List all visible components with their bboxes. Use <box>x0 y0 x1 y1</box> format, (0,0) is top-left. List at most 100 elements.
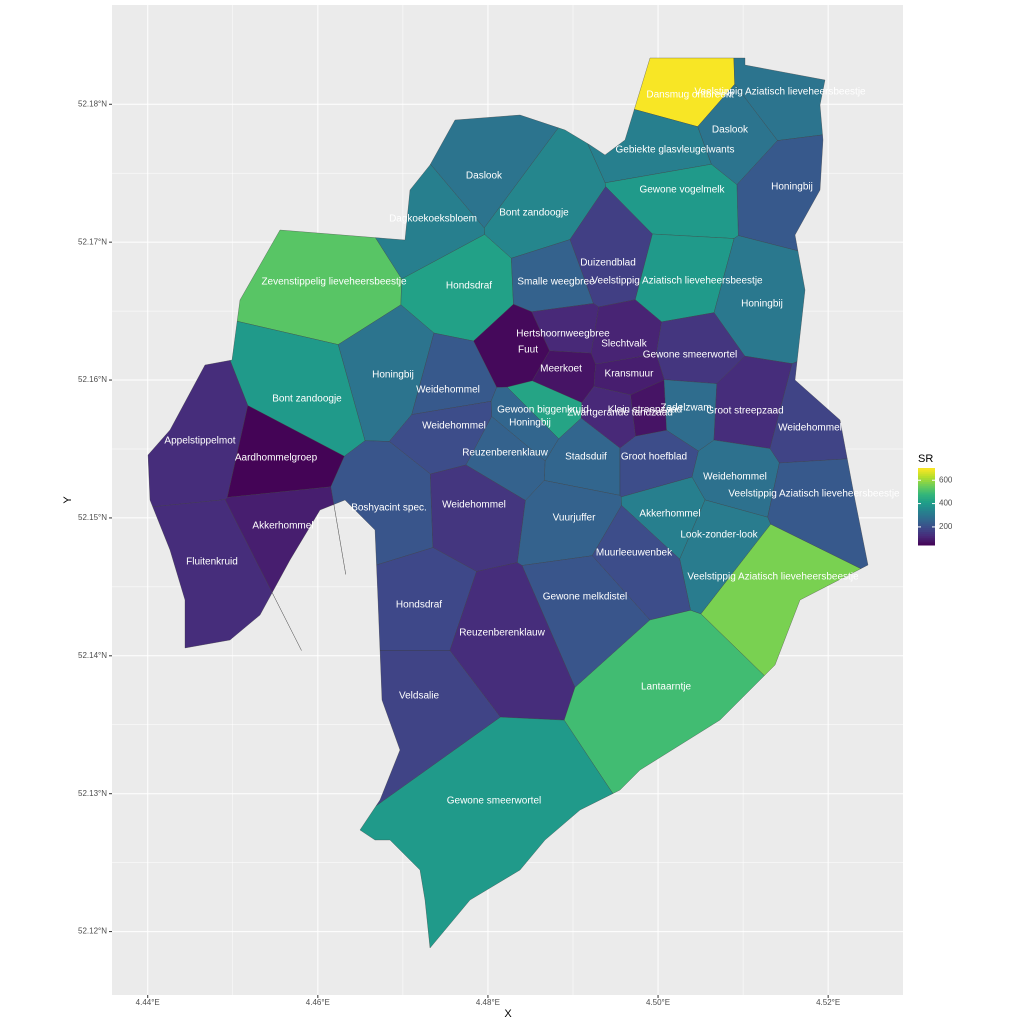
colorbar-step <box>918 525 935 529</box>
colorbar-step <box>918 498 935 502</box>
region-label: Fluitenkruid <box>186 557 238 568</box>
colorbar-step <box>918 512 935 515</box>
region-label: Weidehommel <box>703 472 767 483</box>
colorbar-step <box>918 489 935 492</box>
colorbar-step <box>918 535 935 538</box>
colorbar-step <box>918 479 935 482</box>
region-label: Weidehommel <box>442 500 506 511</box>
region-label: Honingbij <box>771 182 813 193</box>
region-label: Hondsdraf <box>396 600 442 611</box>
region-label: Vuurjuffer <box>553 513 596 524</box>
colorbar-step <box>918 491 935 494</box>
region-label: Honingbij <box>509 418 551 429</box>
colorbar-step <box>918 487 935 490</box>
region-label: Zevenstippelig lieveheersbeestje <box>261 277 407 288</box>
region-label: Boshyacint spec. <box>351 503 427 514</box>
region <box>359 716 614 949</box>
region-label: Zwartgerande tandzaad <box>567 408 673 419</box>
region-label: Veelstippig Aziatisch lieveheersbeestje <box>687 572 859 583</box>
y-tick-label: 52.14°N <box>78 651 107 660</box>
region-label: Veldsalie <box>399 691 439 702</box>
colorbar-step <box>918 516 935 519</box>
region-label: Daslook <box>712 125 749 136</box>
legend: 200 400 600 <box>918 468 953 546</box>
colorbar-step <box>918 483 935 486</box>
colorbar-step <box>918 494 935 498</box>
region-label: Dagkoekoeksbloem <box>389 214 477 225</box>
region-label: Veelstippig Aziatisch lieveheersbeestje <box>728 489 900 500</box>
y-tick-label: 52.18°N <box>78 99 107 108</box>
region-label: Reuzenberenklauw <box>462 448 548 459</box>
regions <box>147 57 869 949</box>
colorbar-step <box>918 493 935 496</box>
colorbar-step <box>918 469 935 473</box>
region-label: Gewone vogelmelk <box>639 185 725 196</box>
region-label: Gewone smeerwortel <box>643 350 737 361</box>
region-label: Kransmuur <box>605 369 655 380</box>
legend-tick-label: 400 <box>939 499 953 508</box>
region-label: Bont zandoogje <box>272 394 342 405</box>
colorbar-step <box>918 541 935 544</box>
region-label: Hertshoornweegbree <box>516 329 610 340</box>
colorbar-step <box>918 473 935 477</box>
colorbar-step <box>918 531 935 534</box>
region-label: Weidehommel <box>422 421 486 432</box>
colorbar-step <box>918 508 935 511</box>
x-tick-label: 4.50°E <box>646 998 670 1007</box>
region-label: Meerkoet <box>540 364 582 375</box>
region-label: Gewoon biggenkruid <box>497 405 589 416</box>
colorbar-step <box>918 527 935 531</box>
colorbar-step <box>918 475 935 479</box>
x-tick-label: 4.48°E <box>476 998 500 1007</box>
colorbar-step <box>918 502 935 506</box>
region-label: Reuzenberenklauw <box>459 628 545 639</box>
region-label: Aardhommelgroep <box>235 453 318 464</box>
legend-tick-label: 600 <box>939 475 953 484</box>
region-label: Akkerhommel <box>639 509 700 520</box>
y-tick-label: 52.15°N <box>78 513 107 522</box>
colorbar-step <box>918 481 935 484</box>
region-label: Fuut <box>518 345 538 356</box>
region-label: Weidehommel <box>416 385 480 396</box>
colorbar-step <box>918 537 935 540</box>
region-label: Veelstippig Aziatisch lieveheersbeestje <box>694 87 866 98</box>
region-label: Akkerhommel <box>252 521 313 532</box>
region-label: Zadelzwam <box>660 403 711 414</box>
colorbar-step <box>918 514 935 517</box>
region-label: Gebiekte glasvleugelwants <box>616 145 735 156</box>
region-label: Gewone smeerwortel <box>447 796 541 807</box>
y-tick-label: 52.12°N <box>78 927 107 936</box>
colorbar-step <box>918 471 935 475</box>
region-label: Klein streepzaad <box>608 405 683 416</box>
x-tick-label: 4.44°E <box>136 998 160 1007</box>
colorbar-step <box>918 518 935 521</box>
colorbar-step <box>918 533 935 536</box>
region-label: Smalle weegbree <box>517 277 595 288</box>
y-axis-label: Y <box>62 496 74 504</box>
colorbar-step <box>918 477 935 481</box>
colorbar-step <box>918 468 935 471</box>
region-label: Gewone melkdistel <box>543 592 627 603</box>
region-label: Muurleeuwenbek <box>596 548 673 559</box>
region-label: Veelstippig Aziatisch lieveheersbeestje <box>591 276 763 287</box>
colorbar-step <box>918 485 935 488</box>
axes: 4.44°E 4.46°E 4.48°E 4.50°E 4.52°E 52.12°N 52.… <box>78 99 840 1007</box>
y-tick-label: 52.13°N <box>78 789 107 798</box>
region-label: Lantaarntje <box>641 682 691 693</box>
colorbar-step <box>918 510 935 513</box>
x-tick-label: 4.52°E <box>816 998 840 1007</box>
region-label: Dansmug ontbreekt <box>646 90 733 101</box>
region-label: Honingbij <box>741 299 783 310</box>
legend-title: SR <box>918 453 933 465</box>
colorbar-step <box>918 496 935 500</box>
region-label: Groot hoefblad <box>621 452 687 463</box>
region-label: Honingbij <box>372 370 414 381</box>
region-label: Weidehommel <box>778 423 842 434</box>
y-tick-label: 52.16°N <box>78 375 107 384</box>
colorbar-step <box>918 506 935 509</box>
region-label: Slechtvalk <box>601 339 648 350</box>
colorbar-step <box>918 504 935 507</box>
region-label: Appelstippelmot <box>164 436 235 447</box>
